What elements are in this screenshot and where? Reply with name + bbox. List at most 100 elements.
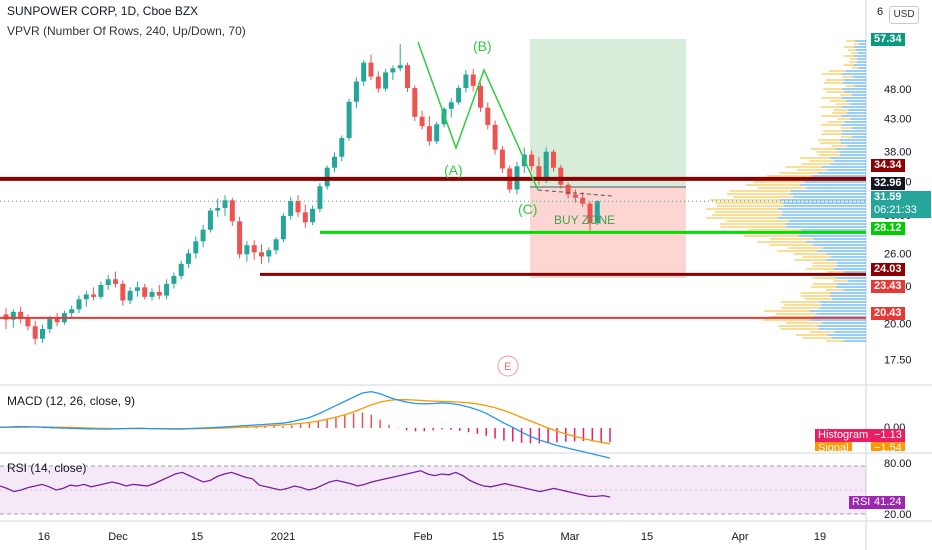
vpvr-up-bar xyxy=(844,340,866,342)
vpvr-down-bar xyxy=(842,76,853,78)
vpvr-up-bar xyxy=(856,61,866,63)
vpvr-down-bar xyxy=(743,235,799,237)
vpvr-down-bar xyxy=(716,205,785,207)
support-resistance-lines xyxy=(0,176,866,319)
vpvr-up-bar xyxy=(841,115,866,117)
vpvr-down-bar xyxy=(851,52,858,54)
vpvr-down-bar xyxy=(720,226,786,228)
vpvr-up-bar xyxy=(836,265,866,267)
vpvr-down-bar xyxy=(821,97,842,99)
vpvr-down-bar xyxy=(821,124,842,126)
candle-body xyxy=(164,283,170,296)
vpvr-up-bar xyxy=(836,283,866,285)
vpvr-up-bar xyxy=(785,223,866,225)
vpvr-indicator-label[interactable]: VPVR (Number Of Rows, 240, Up/Down, 70) xyxy=(7,24,246,38)
vpvr-up-bar xyxy=(852,76,866,78)
price-tick-label: 26.00 xyxy=(884,248,912,260)
vpvr-up-bar xyxy=(827,169,866,171)
rsi-line xyxy=(0,470,611,498)
candle-body xyxy=(273,239,279,251)
candle-body xyxy=(565,184,571,195)
candle-body xyxy=(193,241,199,254)
rsi-tag: RSI xyxy=(849,496,874,509)
vpvr-down-bar xyxy=(809,331,835,333)
vpvr-down-bar xyxy=(780,328,820,330)
vpvr-down-bar xyxy=(747,229,802,231)
price-tag-support: 28.12 xyxy=(871,222,905,235)
vpvr-down-bar xyxy=(843,46,854,48)
earnings-marker-label: E xyxy=(504,361,511,373)
vpvr-up-bar xyxy=(835,286,866,288)
vpvr-down-bar xyxy=(831,112,848,114)
vpvr-up-bar xyxy=(841,106,866,108)
price-tag-stop: 23.43 xyxy=(871,280,905,293)
vpvr-up-bar xyxy=(842,130,866,132)
candle-body xyxy=(54,318,60,323)
rsi-label[interactable]: RSI (14, close) xyxy=(7,461,87,475)
vpvr-up-bar xyxy=(819,307,866,309)
vpvr-down-bar xyxy=(719,223,786,225)
vpvr-down-bar xyxy=(825,289,844,291)
vpvr-down-bar xyxy=(795,334,828,336)
rsi-value: 41.24 xyxy=(871,496,905,509)
vpvr-up-bar xyxy=(793,196,866,198)
vpvr-down-bar xyxy=(809,160,835,162)
vpvr-up-bar xyxy=(849,103,866,105)
currency-button[interactable]: USD xyxy=(889,6,919,24)
vpvr-up-bar xyxy=(783,202,866,204)
chart-title[interactable]: SUNPOWER CORP, 1D, Cboe BZX xyxy=(7,4,199,18)
price-tick-label: 43.00 xyxy=(884,114,912,126)
vpvr-down-bar xyxy=(785,166,822,168)
candle-body xyxy=(492,124,498,150)
vpvr-down-bar xyxy=(823,88,843,90)
candle-body xyxy=(375,76,381,89)
vpvr-down-bar xyxy=(828,70,846,72)
vpvr-down-bar xyxy=(816,151,839,153)
vpvr-up-bar xyxy=(813,238,866,240)
macd-label[interactable]: MACD (12, 26, close, 9) xyxy=(7,394,136,408)
vpvr-down-bar xyxy=(825,79,844,81)
vpvr-down-bar xyxy=(840,94,852,96)
candle-body xyxy=(456,88,462,103)
candle-body xyxy=(594,201,600,224)
vpvr-up-bar xyxy=(846,100,866,102)
vpvr-down-bar xyxy=(820,106,842,108)
vpvr-down-bar xyxy=(837,118,851,120)
vpvr-up-bar xyxy=(853,46,866,48)
vpvr-down-bar xyxy=(779,172,819,174)
vpvr-down-bar xyxy=(714,211,783,213)
vpvr-down-bar xyxy=(803,337,832,339)
time-tick-label: 15 xyxy=(641,531,653,543)
vpvr-up-bar xyxy=(816,313,866,315)
vpvr-down-bar xyxy=(800,295,830,297)
candle-body xyxy=(113,279,118,284)
vpvr-up-bar xyxy=(853,55,866,57)
vpvr-up-bar xyxy=(789,220,866,222)
vpvr-up-bar xyxy=(833,268,866,270)
vpvr-down-bar xyxy=(849,58,858,60)
vpvr-up-bar xyxy=(821,304,866,306)
earnings-marker-icon[interactable] xyxy=(497,355,519,377)
vpvr-up-bar xyxy=(855,49,866,51)
vpvr-up-bar xyxy=(823,247,866,249)
vpvr-up-bar xyxy=(853,64,866,66)
vpvr-up-bar xyxy=(831,337,866,339)
price-tag-support2: 24.03 xyxy=(871,263,905,276)
vpvr-up-bar xyxy=(789,193,866,195)
candle-body xyxy=(551,151,556,168)
macd-histogram-tag: Histogram xyxy=(815,429,872,442)
vpvr-up-bar xyxy=(811,175,866,177)
vpvr-down-bar xyxy=(727,193,790,195)
candle-body xyxy=(383,72,389,89)
time-axis[interactable]: 16 Dec 15 2021 Feb 15 Mar 15 Apr 19 xyxy=(38,531,826,543)
vpvr-down-bar xyxy=(793,253,827,255)
vpvr-down-bar xyxy=(763,310,810,312)
vpvr-up-bar xyxy=(846,145,866,147)
vpvr-up-bar xyxy=(835,148,866,150)
candle-body xyxy=(127,290,133,301)
candle-body xyxy=(266,250,272,257)
vpvr-down-bar xyxy=(835,103,850,105)
vpvr-up-bar xyxy=(841,133,866,135)
vpvr-up-bar xyxy=(836,262,866,264)
